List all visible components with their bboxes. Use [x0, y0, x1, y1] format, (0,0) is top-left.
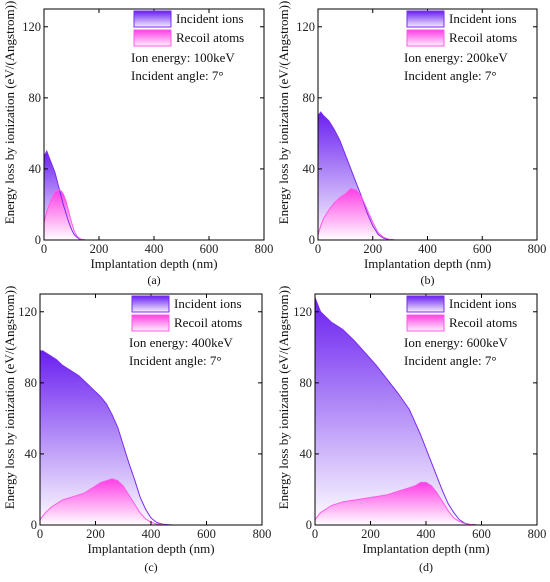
- legend-incident-ions: Incident ions: [133, 10, 244, 28]
- x-tick-label: 400: [145, 242, 164, 256]
- legend-incident-ions: Incident ions: [406, 10, 517, 28]
- area-recoil-atoms: [40, 478, 262, 525]
- x-tick-label: 0: [41, 242, 47, 256]
- x-tick-label: 200: [90, 242, 109, 256]
- legend-recoil-atoms: Recoil atoms: [406, 314, 517, 332]
- line-recoil-atoms: [39, 478, 262, 526]
- legend-incident-ions-swatch: [406, 10, 445, 28]
- annotation-2: Incident angle: 7°: [404, 68, 497, 83]
- y-tick-label: 0: [35, 233, 41, 247]
- y-tick-label: 0: [306, 518, 312, 532]
- legend-incident-ions: Incident ions: [406, 295, 517, 313]
- legend-incident-ions-label: Incident ions: [449, 11, 517, 26]
- line-recoil-atoms: [314, 481, 537, 526]
- y-tick-label: 40: [25, 447, 38, 461]
- chart-panel-1: 0 200 400 600 800 0 40 80 120 Implantation depth …: [2, 1, 273, 287]
- y-axis-title: Energy loss by ionization (eV/(Angstrom)…: [2, 1, 17, 225]
- legend-recoil-atoms-label: Recoil atoms: [449, 315, 517, 330]
- y-tick-label: 120: [293, 305, 312, 319]
- line-recoil-atoms: [317, 187, 537, 241]
- panel-caption: (a): [147, 273, 160, 287]
- x-tick-label: 200: [361, 527, 380, 541]
- legend-incident-ions: Incident ions: [131, 295, 242, 313]
- y-tick-label: 0: [309, 233, 315, 247]
- y-tick-label: 40: [303, 162, 316, 176]
- y-tick-label: 40: [300, 447, 313, 461]
- area-incident-ions: [40, 350, 262, 525]
- x-tick-label: 800: [528, 527, 547, 541]
- area-recoil-atoms: [315, 482, 537, 525]
- legend-recoil-atoms-swatch: [406, 314, 445, 332]
- x-tick-label: 400: [142, 527, 161, 541]
- chart-panel-3: 0 200 400 600 800 0 40 80 120 Implantation depth …: [2, 286, 271, 574]
- x-axis-title: Implantation depth (nm): [90, 256, 217, 271]
- x-tick-label: 0: [312, 527, 318, 541]
- y-tick-label: 80: [29, 91, 42, 105]
- x-tick-label: 0: [37, 527, 43, 541]
- y-tick-label: 80: [303, 91, 316, 105]
- x-tick-label: 400: [418, 242, 437, 256]
- line-incident-ions: [314, 297, 537, 526]
- x-tick-label: 0: [315, 242, 321, 256]
- legend-recoil-atoms: Recoil atoms: [133, 29, 244, 47]
- legend-incident-ions-swatch: [133, 10, 172, 28]
- legend-incident-ions-label: Incident ions: [449, 296, 517, 311]
- legend-recoil-atoms-swatch: [406, 29, 445, 47]
- panel-caption: (b): [421, 273, 435, 287]
- chart-panel-2: 0 200 400 600 800 0 40 80 120 Implantation depth …: [276, 1, 546, 287]
- annotation-1: Ion energy: 200keV: [404, 50, 508, 65]
- y-tick-label: 120: [18, 305, 37, 319]
- y-tick-label: 120: [296, 20, 315, 34]
- annotation-2: Incident angle: 7°: [129, 353, 222, 368]
- legend-recoil-atoms: Recoil atoms: [131, 314, 242, 332]
- legend-recoil-atoms-label: Recoil atoms: [176, 30, 244, 45]
- annotation-2: Incident angle: 7°: [404, 353, 497, 368]
- y-axis-title: Energy loss by ionization (eV/(Angstrom)…: [2, 286, 17, 510]
- legend-recoil-atoms-label: Recoil atoms: [449, 30, 517, 45]
- area-incident-ions: [315, 297, 537, 525]
- area-recoil-atoms: [44, 190, 264, 240]
- x-tick-label: 800: [528, 242, 547, 256]
- y-tick-label: 40: [29, 162, 42, 176]
- x-axis-title: Implantation depth (nm): [362, 541, 489, 556]
- x-tick-label: 800: [255, 242, 274, 256]
- chart-panel-4: 0 200 400 600 800 0 40 80 120 Implantation depth …: [276, 286, 546, 574]
- panel-caption: (d): [419, 560, 433, 574]
- area-incident-ions: [44, 151, 264, 240]
- line-recoil-atoms: [43, 189, 264, 241]
- legend-recoil-atoms-swatch: [133, 29, 172, 47]
- annotation-1: Ion energy: 600keV: [404, 335, 508, 350]
- legend-incident-ions-swatch: [131, 295, 170, 313]
- y-tick-label: 0: [31, 518, 37, 532]
- legend-recoil-atoms-label: Recoil atoms: [174, 315, 242, 330]
- x-tick-label: 600: [473, 242, 492, 256]
- y-tick-label: 80: [300, 376, 313, 390]
- y-axis-title: Energy loss by ionization (eV/(Angstrom)…: [276, 286, 291, 510]
- area-recoil-atoms: [318, 188, 537, 240]
- legend-incident-ions-label: Incident ions: [174, 296, 242, 311]
- annotation-1: Ion energy: 400keV: [129, 335, 233, 350]
- x-tick-label: 400: [417, 527, 436, 541]
- x-tick-label: 600: [200, 242, 219, 256]
- panel-caption: (c): [144, 560, 157, 574]
- x-tick-label: 200: [86, 527, 105, 541]
- x-tick-label: 600: [472, 527, 491, 541]
- legend-incident-ions-swatch: [406, 295, 445, 313]
- legend-incident-ions-label: Incident ions: [176, 11, 244, 26]
- y-tick-label: 120: [22, 20, 41, 34]
- x-tick-label: 800: [253, 527, 272, 541]
- x-axis-title: Implantation depth (nm): [87, 541, 214, 556]
- line-incident-ions: [43, 149, 264, 241]
- line-incident-ions: [40, 350, 262, 526]
- annotation-1: Ion energy: 100keV: [131, 50, 235, 65]
- annotation-2: Incident angle: 7°: [131, 68, 224, 83]
- y-tick-label: 80: [25, 376, 38, 390]
- legend-recoil-atoms-swatch: [131, 314, 170, 332]
- x-tick-label: 600: [197, 527, 216, 541]
- y-axis-title: Energy loss by ionization (eV/(Angstrom)…: [276, 1, 291, 225]
- x-axis-title: Implantation depth (nm): [364, 256, 491, 271]
- x-tick-label: 200: [363, 242, 382, 256]
- legend-recoil-atoms: Recoil atoms: [406, 29, 517, 47]
